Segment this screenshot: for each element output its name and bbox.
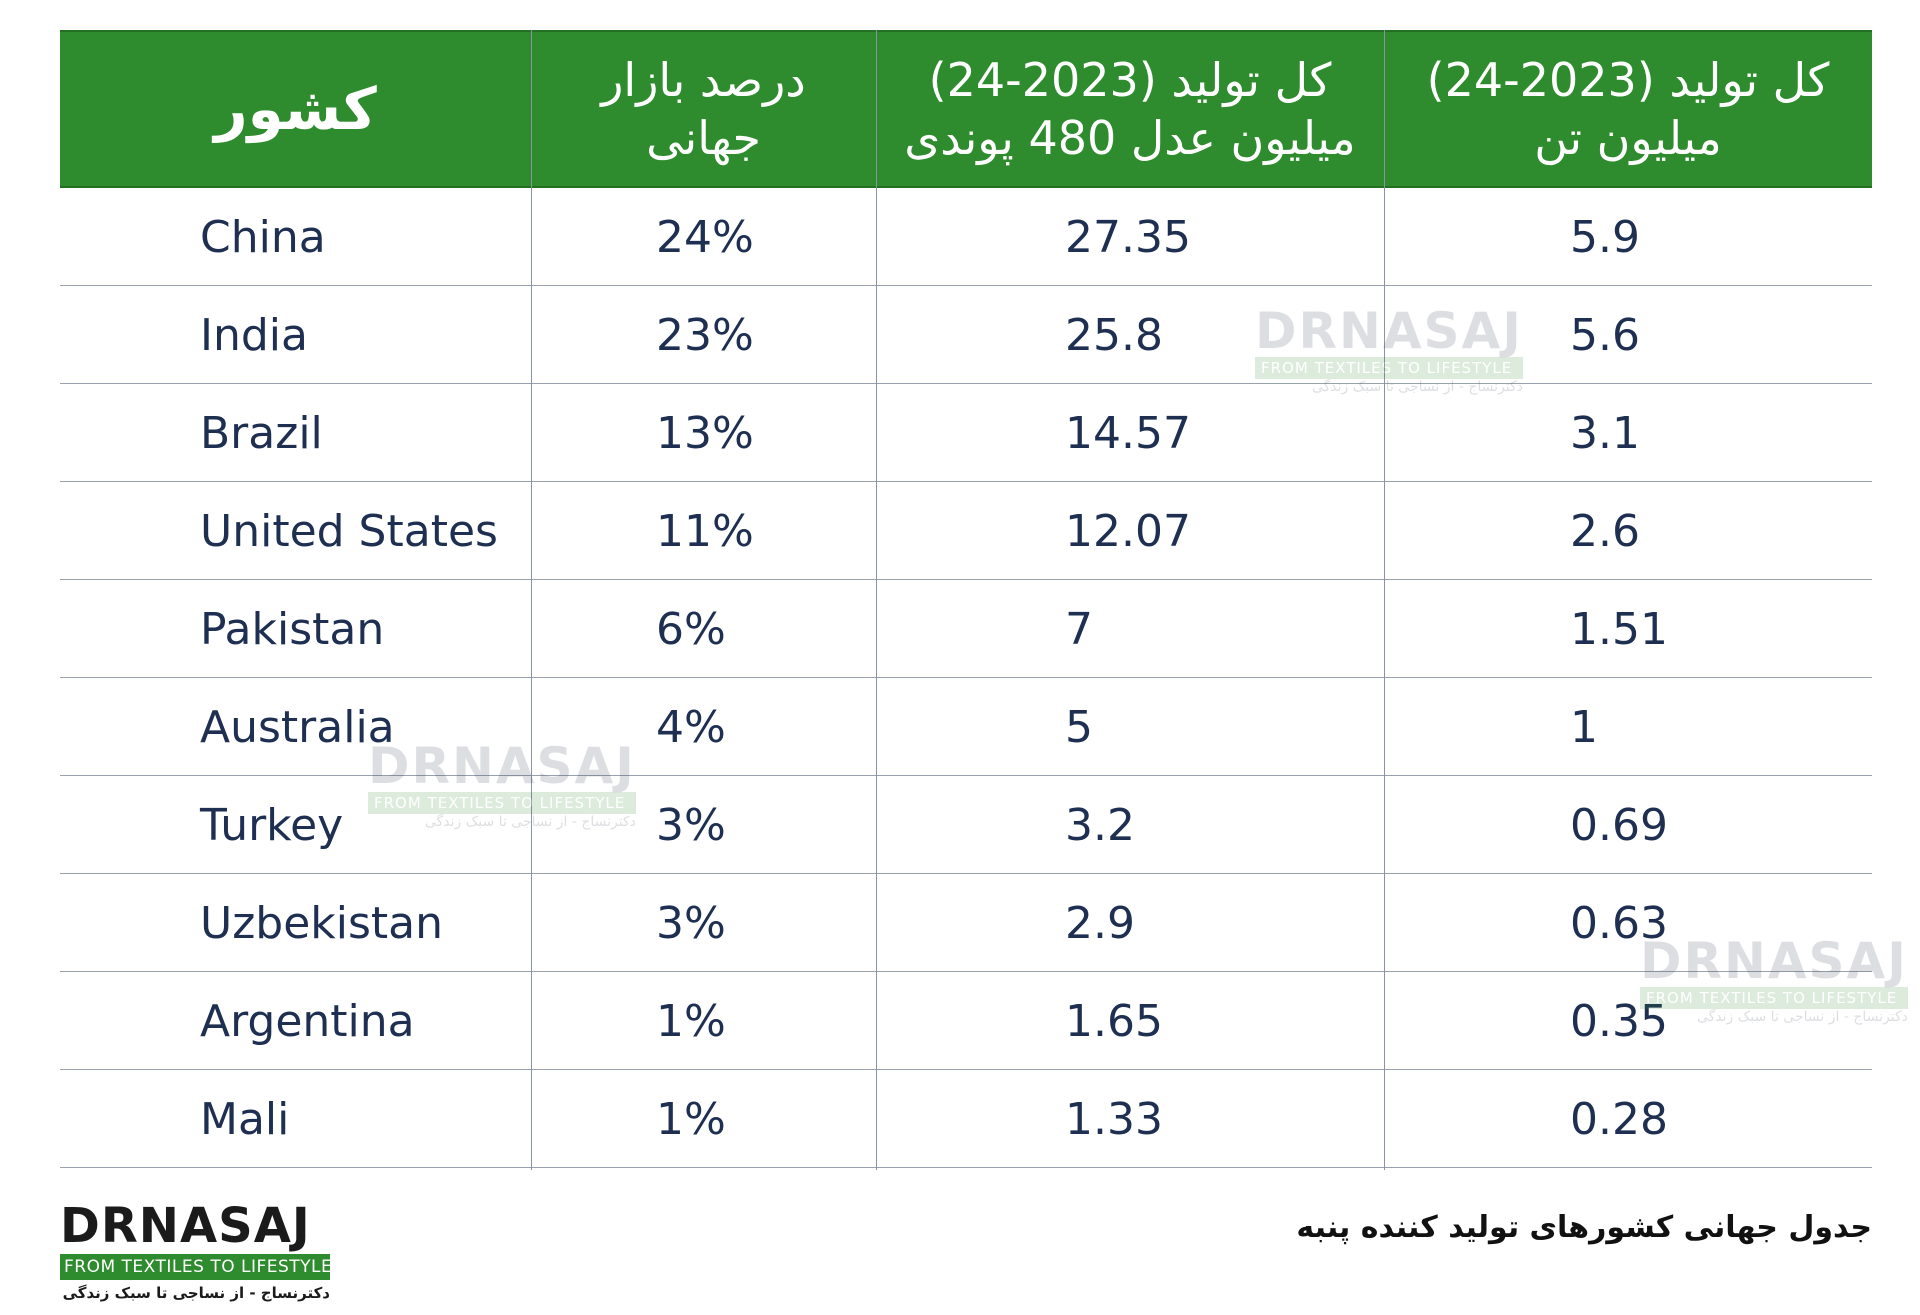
- cell-bales: 27.35: [1065, 211, 1191, 263]
- column-divider: [1384, 30, 1385, 1170]
- cell-tonnes: 0.35: [1570, 995, 1668, 1047]
- header-production-bales: کل تولید (2023-24) میلیون عدل 480 پوندی: [876, 32, 1384, 186]
- table-row: Pakistan 6% 7 1.51: [60, 580, 1872, 678]
- cell-tonnes: 1: [1570, 701, 1598, 753]
- logo-brand: DRNASAJ: [60, 1198, 311, 1254]
- header-bales-line1: کل تولید (2023-24): [928, 53, 1332, 107]
- cell-share: 1%: [656, 995, 726, 1047]
- cell-tonnes: 5.6: [1570, 309, 1640, 361]
- table-header: کشور درصد بازار جهانی کل تولید (2023-24)…: [60, 30, 1872, 188]
- cell-tonnes: 1.51: [1570, 603, 1668, 655]
- cell-bales: 25.8: [1065, 309, 1163, 361]
- header-country: کشور: [60, 32, 531, 186]
- cell-share: 4%: [656, 701, 726, 753]
- cell-country: Mali: [200, 1093, 290, 1145]
- header-country-label: کشور: [214, 75, 377, 143]
- cell-country: China: [200, 211, 326, 263]
- cell-country: Turkey: [200, 799, 344, 851]
- drnasaj-logo: DRNASAJ FROM TEXTILES TO LIFESTYLE دکترن…: [60, 1198, 332, 1302]
- table-caption: جدول جهانی کشورهای تولید کننده پنبه: [1296, 1210, 1872, 1245]
- column-divider: [876, 30, 877, 1170]
- cell-bales: 14.57: [1065, 407, 1191, 459]
- cell-country: Argentina: [200, 995, 415, 1047]
- table-row: Uzbekistan 3% 2.9 0.63: [60, 874, 1872, 972]
- cell-bales: 1.65: [1065, 995, 1163, 1047]
- cell-tonnes: 0.63: [1570, 897, 1668, 949]
- table-row: Australia 4% 5 1: [60, 678, 1872, 776]
- header-market-share: درصد بازار جهانی: [531, 32, 876, 186]
- cell-share: 3%: [656, 897, 726, 949]
- cell-bales: 1.33: [1065, 1093, 1163, 1145]
- cell-bales: 2.9: [1065, 897, 1135, 949]
- cell-country: India: [200, 309, 308, 361]
- cell-share: 24%: [656, 211, 754, 263]
- table-row: Mali 1% 1.33 0.28: [60, 1070, 1872, 1168]
- column-divider: [531, 30, 532, 1170]
- cell-share: 23%: [656, 309, 754, 361]
- cell-bales: 12.07: [1065, 505, 1191, 557]
- cell-bales: 5: [1065, 701, 1093, 753]
- cell-tonnes: 3.1: [1570, 407, 1640, 459]
- table-row: China 24% 27.35 5.9: [60, 188, 1872, 286]
- header-bales-line2: میلیون عدل 480 پوندی: [904, 111, 1356, 165]
- header-tonnes-line1: کل تولید (2023-24): [1426, 53, 1830, 107]
- header-share-line1: درصد بازار: [601, 53, 806, 107]
- cell-share: 11%: [656, 505, 754, 557]
- table-row: India 23% 25.8 5.6: [60, 286, 1872, 384]
- header-tonnes-line2: میلیون تن: [1534, 111, 1722, 165]
- cell-country: United States: [200, 505, 498, 557]
- cell-tonnes: 0.69: [1570, 799, 1668, 851]
- logo-tagline: FROM TEXTILES TO LIFESTYLE: [60, 1254, 332, 1280]
- cell-share: 1%: [656, 1093, 726, 1145]
- cell-share: 13%: [656, 407, 754, 459]
- header-share-line2: جهانی: [646, 111, 761, 165]
- table-row: Brazil 13% 14.57 3.1: [60, 384, 1872, 482]
- cell-share: 3%: [656, 799, 726, 851]
- table-row: United States 11% 12.07 2.6: [60, 482, 1872, 580]
- cell-country: Brazil: [200, 407, 323, 459]
- cell-share: 6%: [656, 603, 726, 655]
- cell-bales: 3.2: [1065, 799, 1135, 851]
- cell-tonnes: 2.6: [1570, 505, 1640, 557]
- table-row: Turkey 3% 3.2 0.69: [60, 776, 1872, 874]
- cell-country: Pakistan: [200, 603, 385, 655]
- cell-country: Australia: [200, 701, 395, 753]
- cell-tonnes: 0.28: [1570, 1093, 1668, 1145]
- cell-country: Uzbekistan: [200, 897, 444, 949]
- cell-bales: 7: [1065, 603, 1093, 655]
- table-row: Argentina 1% 1.65 0.35: [60, 972, 1872, 1070]
- header-production-tonnes: کل تولید (2023-24) میلیون تن: [1384, 32, 1872, 186]
- cell-tonnes: 5.9: [1570, 211, 1640, 263]
- logo-persian-tagline: دکترنساج - از نساجی تا سبک زندگی: [62, 1284, 330, 1302]
